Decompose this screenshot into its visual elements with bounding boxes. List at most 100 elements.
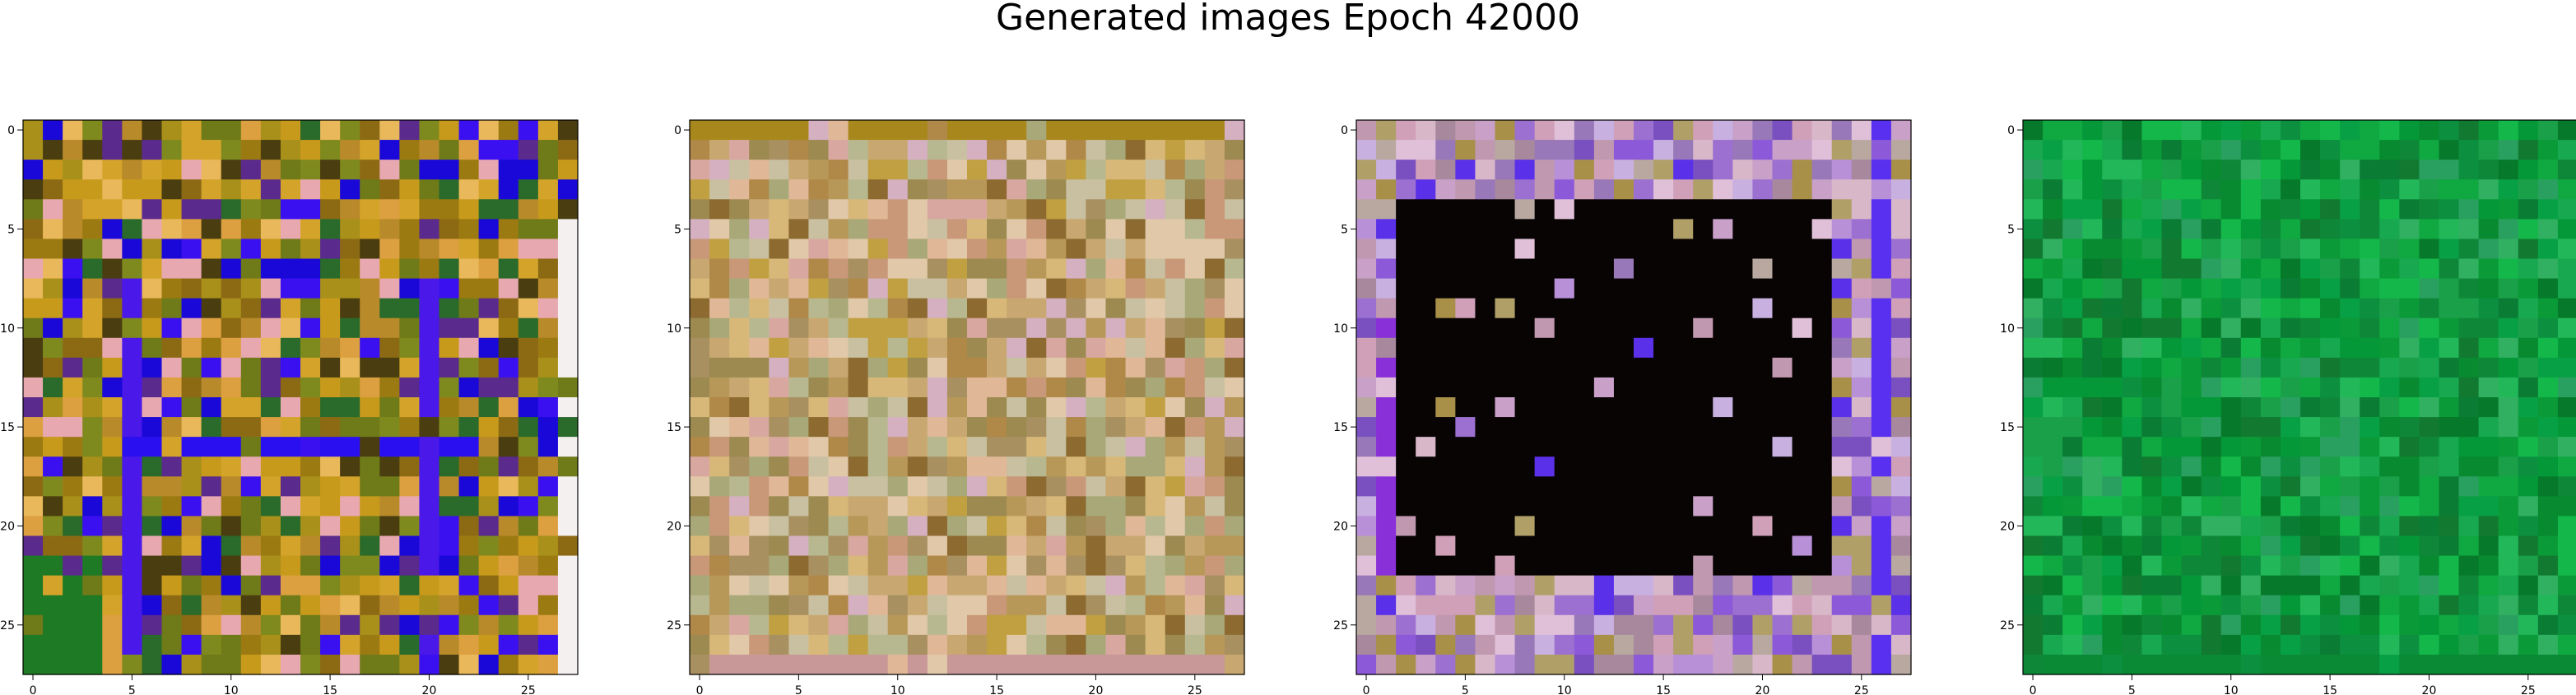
- pixel-cell: [1396, 555, 1416, 577]
- pixel-cell: [2043, 258, 2063, 280]
- pixel-cell: [769, 298, 789, 319]
- pixel-cell: [2537, 179, 2559, 200]
- pixel-cell: [82, 516, 103, 537]
- pixel-cell: [867, 516, 889, 537]
- pixel-cell: [1435, 357, 1456, 378]
- pixel-cell: [2260, 555, 2281, 577]
- pixel-cell: [1514, 298, 1536, 319]
- pixel-cell: [161, 377, 183, 398]
- pixel-cell: [518, 634, 539, 656]
- pixel-cell: [1376, 654, 1397, 675]
- pixel-cell: [82, 397, 103, 418]
- pixel-cell: [2082, 298, 2103, 319]
- pixel-cell: [1693, 614, 1713, 636]
- pixel-cell: [122, 476, 143, 497]
- pixel-cell: [1416, 397, 1436, 418]
- pixel-cell: [1455, 595, 1476, 616]
- pixel-cell: [1653, 654, 1674, 675]
- pixel-cell: [142, 516, 163, 537]
- pixel-cell: [1593, 634, 1615, 656]
- pixel-cell: [1475, 496, 1496, 517]
- pixel-cell: [887, 120, 909, 141]
- pixel-cell: [399, 160, 421, 180]
- pixel-cell: [907, 516, 928, 537]
- pixel-cell: [2240, 575, 2262, 596]
- pixel-cell: [1890, 120, 1912, 141]
- pixel-cell: [340, 160, 360, 180]
- pixel-cell: [2419, 377, 2440, 398]
- pixel-cell: [1593, 160, 1615, 180]
- pixel-cell: [2498, 634, 2519, 656]
- pixel-cell: [1693, 516, 1713, 537]
- pixel-cell: [828, 298, 849, 319]
- pixel-cell: [2458, 476, 2480, 497]
- pixel-cell: [82, 357, 103, 378]
- pixel-cell: [2399, 614, 2420, 636]
- pixel-cell: [946, 456, 968, 477]
- pixel-cell: [927, 337, 948, 359]
- pixel-cell: [1890, 417, 1912, 438]
- pixel-cell: [1693, 179, 1713, 200]
- pixel-cell: [1125, 456, 1146, 477]
- pixel-cell: [360, 575, 380, 596]
- pixel-cell: [478, 496, 500, 517]
- pixel-cell: [458, 298, 480, 319]
- pixel-cell: [1772, 120, 1793, 141]
- pixel-cell: [181, 199, 202, 220]
- pixel-cell: [399, 634, 421, 656]
- pixel-cell: [927, 357, 948, 378]
- pixel-cell: [201, 160, 222, 180]
- pixel-cell: [1396, 476, 1416, 497]
- pixel-cell: [927, 417, 948, 438]
- pixel-cell: [1455, 357, 1476, 378]
- pixel-cell: [2220, 219, 2242, 240]
- pixel-cell: [1871, 160, 1892, 180]
- pixel-cell: [201, 219, 222, 240]
- pixel-cell: [1890, 337, 1912, 359]
- pixel-cell: [2082, 258, 2103, 280]
- pixel-cell: [458, 199, 480, 220]
- pixel-cell: [1066, 337, 1087, 359]
- pixel-cell: [1831, 654, 1853, 675]
- pixel-cell: [102, 317, 123, 339]
- pixel-cell: [201, 199, 222, 220]
- pixel-cell: [122, 437, 143, 457]
- pixel-cell: [946, 555, 968, 577]
- pixel-cell: [1831, 456, 1853, 477]
- pixel-cell: [2201, 120, 2222, 141]
- pixel-cell: [709, 258, 730, 280]
- pixel-cell: [340, 337, 360, 359]
- x-tick-label: 25: [1188, 684, 1202, 695]
- pixel-cell: [2300, 516, 2321, 537]
- pixel-cell: [2141, 357, 2163, 378]
- pixel-cell: [709, 298, 730, 319]
- pixel-cell: [1026, 258, 1047, 280]
- pixel-cell: [729, 317, 750, 339]
- pixel-cell: [769, 535, 789, 557]
- pixel-cell: [1831, 120, 1853, 141]
- pixel-cell: [1653, 160, 1674, 180]
- pixel-cell: [2260, 199, 2281, 220]
- pixel-cell: [2340, 337, 2360, 359]
- pixel-cell: [320, 417, 341, 438]
- pixel-cell: [498, 298, 519, 319]
- pixel-cell: [1455, 417, 1476, 438]
- pixel-cell: [142, 199, 163, 220]
- pixel-cell: [967, 377, 988, 398]
- pixel-cell: [181, 278, 202, 299]
- pixel-cell: [181, 120, 202, 141]
- pixel-cell: [1475, 634, 1496, 656]
- y-tick-label: 0: [674, 124, 681, 137]
- pixel-cell: [43, 160, 63, 180]
- pixel-cell: [1713, 140, 1733, 160]
- pixel-cell: [221, 555, 242, 577]
- pixel-cell: [2260, 575, 2281, 596]
- pixel-cell: [709, 575, 730, 596]
- y-tick-label: 10: [1333, 322, 1348, 336]
- pixel-cell: [1145, 179, 1166, 200]
- pixel-cell: [181, 476, 202, 497]
- pixel-cell: [1105, 317, 1127, 339]
- pixel-cell: [82, 258, 103, 280]
- pixel-cell: [1396, 397, 1416, 418]
- pixel-cell: [23, 516, 44, 537]
